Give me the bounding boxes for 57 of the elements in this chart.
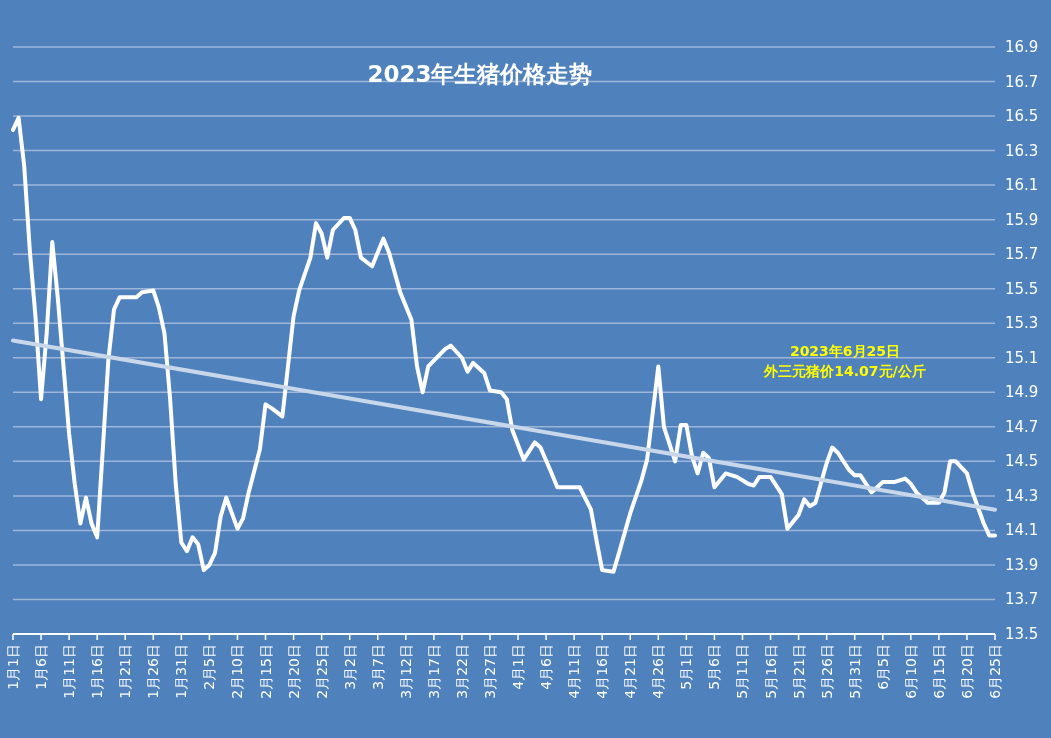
x-tick-label: 3月22日	[453, 644, 470, 699]
x-tick-label: 5月21日	[790, 644, 807, 699]
x-tick-label: 4月11日	[566, 644, 583, 699]
y-tick-label: 15.7	[1005, 245, 1039, 264]
y-tick-label: 13.7	[1005, 590, 1039, 609]
y-tick-label: 14.3	[1005, 486, 1039, 505]
x-tick-label: 2月25日	[313, 644, 330, 699]
x-tick-label: 2月5日	[201, 644, 218, 690]
x-tick-label: 6月15日	[930, 644, 947, 699]
y-tick-label: 16.9	[1005, 38, 1039, 56]
x-tick-label: 1月16日	[89, 644, 106, 699]
x-tick-label: 5月6日	[706, 644, 723, 690]
y-tick-label: 15.1	[1005, 348, 1039, 367]
x-tick-label: 3月7日	[369, 644, 386, 690]
y-tick-label: 13.5	[1005, 625, 1039, 643]
y-tick-label: 14.7	[1005, 417, 1039, 436]
x-tick-label: 4月1日	[510, 644, 527, 690]
y-tick-label: 16.1	[1005, 176, 1039, 195]
x-tick-label: 6月25日	[987, 644, 1003, 699]
x-tick-label: 4月16日	[594, 644, 611, 699]
y-tick-label: 14.1	[1005, 521, 1039, 540]
x-tick-label: 1月21日	[117, 644, 134, 699]
x-tick-label: 3月12日	[397, 644, 414, 699]
x-tick-label: 1月11日	[61, 644, 78, 699]
x-tick-label: 6月20日	[958, 644, 975, 699]
y-tick-label: 16.7	[1005, 72, 1039, 91]
y-tick-label: 13.9	[1005, 555, 1039, 574]
y-tick-label: 14.5	[1005, 452, 1039, 471]
x-tick-label: 1月1日	[5, 644, 21, 690]
x-tick-label: 5月16日	[762, 644, 779, 699]
y-tick-label: 14.9	[1005, 383, 1039, 402]
x-tick-label: 6月10日	[902, 644, 919, 699]
x-tick-label: 5月11日	[734, 644, 751, 699]
x-tick-label: 1月31日	[173, 644, 190, 699]
y-tick-label: 15.5	[1005, 279, 1039, 298]
text: 2023年生猪价格走势	[367, 61, 593, 87]
x-tick-label: 5月31日	[846, 644, 863, 699]
x-tick-label: 5月26日	[818, 644, 835, 699]
y-tick-label: 16.5	[1005, 107, 1039, 126]
x-tick-label: 5月1日	[678, 644, 695, 690]
y-tick-label: 15.9	[1005, 210, 1039, 229]
annotation: 2023年6月25日	[789, 343, 901, 359]
x-tick-label: 4月26日	[650, 644, 667, 699]
y-tick-label: 16.3	[1005, 141, 1039, 160]
x-tick-label: 6月5日	[874, 644, 891, 690]
x-tick-label: 2月10日	[229, 644, 246, 699]
x-tick-label: 3月27日	[481, 644, 498, 699]
x-tick-label: 4月21日	[622, 644, 639, 699]
x-tick-label: 1月26日	[145, 644, 162, 699]
x-tick-label: 1月6日	[33, 644, 50, 690]
x-tick-label: 3月2日	[341, 644, 358, 690]
annotation: 外三元猪价14.07元/公斤	[763, 363, 926, 379]
x-tick-label: 2月15日	[257, 644, 274, 699]
x-tick-label: 2月20日	[285, 644, 302, 699]
x-tick-label: 3月17日	[425, 644, 442, 699]
y-tick-label: 15.3	[1005, 314, 1039, 333]
x-tick-label: 4月6日	[538, 644, 555, 690]
